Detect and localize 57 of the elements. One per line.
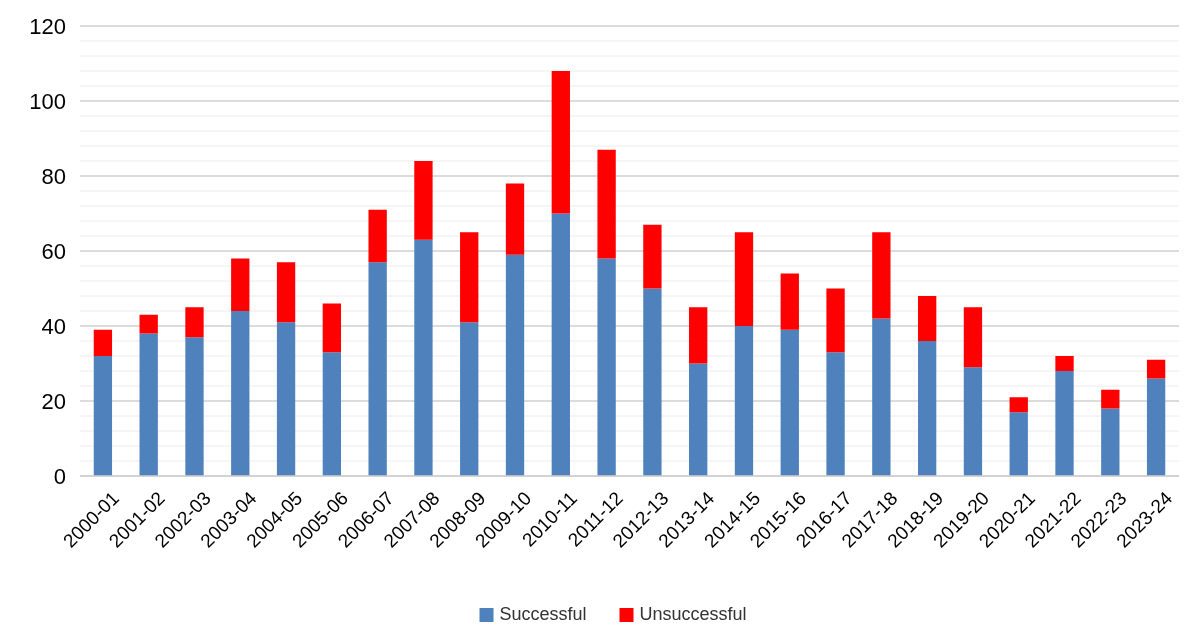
bar bbox=[276, 322, 296, 476]
bar bbox=[1146, 359, 1166, 379]
bar bbox=[1146, 378, 1166, 476]
bar bbox=[1055, 356, 1074, 371]
bar bbox=[414, 239, 433, 476]
y-tick-label: 60 bbox=[41, 238, 66, 264]
bar bbox=[460, 322, 479, 476]
bar bbox=[734, 326, 754, 476]
bar bbox=[1055, 371, 1074, 476]
bar bbox=[597, 258, 616, 476]
bar bbox=[551, 71, 570, 214]
legend-label: Unsuccessful bbox=[639, 604, 747, 624]
bar bbox=[689, 307, 708, 364]
bar bbox=[551, 213, 570, 476]
bar bbox=[643, 224, 662, 289]
bar bbox=[231, 258, 250, 311]
bar bbox=[368, 209, 387, 263]
bar bbox=[872, 232, 891, 319]
y-tick-label: 80 bbox=[41, 163, 66, 189]
bar bbox=[139, 333, 158, 476]
bar bbox=[368, 262, 387, 476]
bar bbox=[963, 367, 983, 476]
bar bbox=[780, 329, 799, 476]
bar bbox=[734, 232, 754, 326]
bar bbox=[185, 337, 204, 476]
y-tick-label: 20 bbox=[41, 388, 66, 414]
bar bbox=[872, 318, 891, 476]
bar bbox=[185, 307, 204, 338]
bar bbox=[93, 329, 113, 356]
bar bbox=[597, 149, 616, 259]
bar bbox=[460, 232, 479, 323]
bar bbox=[917, 341, 937, 476]
bar bbox=[322, 352, 342, 476]
bar bbox=[689, 363, 708, 476]
bar bbox=[93, 356, 113, 476]
bar bbox=[917, 296, 937, 341]
y-tick-label: 100 bbox=[29, 88, 66, 114]
bar bbox=[139, 314, 158, 334]
bar bbox=[1009, 412, 1028, 476]
bar bbox=[963, 307, 983, 368]
bar bbox=[505, 254, 525, 476]
bar bbox=[826, 352, 845, 476]
bar bbox=[1101, 389, 1120, 409]
y-tick-label: 0 bbox=[53, 463, 66, 489]
bar bbox=[1101, 408, 1120, 476]
bar bbox=[322, 303, 342, 353]
bar bbox=[780, 273, 799, 330]
bar bbox=[1009, 397, 1028, 413]
bar bbox=[276, 262, 296, 323]
bar bbox=[643, 288, 662, 476]
bar bbox=[414, 161, 433, 240]
bar bbox=[505, 183, 525, 255]
bar bbox=[826, 288, 845, 353]
bar bbox=[231, 311, 250, 476]
y-tick-label: 120 bbox=[29, 13, 66, 39]
y-tick-label: 40 bbox=[41, 313, 66, 339]
legend-label: Successful bbox=[499, 604, 587, 624]
